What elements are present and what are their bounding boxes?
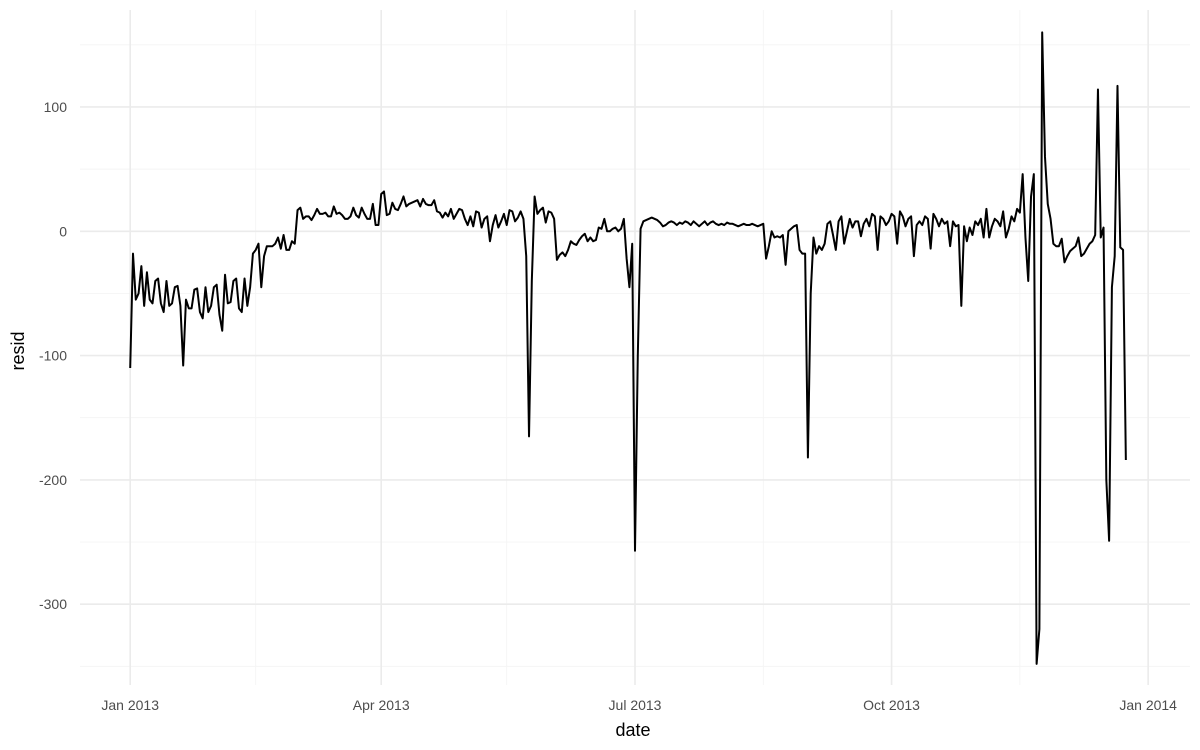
y-tick-label: -200 <box>39 472 67 488</box>
series-layer <box>129 31 1127 665</box>
y-tick-label: 100 <box>44 99 68 115</box>
x-tick-label: Jan 2013 <box>101 697 159 713</box>
x-tick-label: Apr 2013 <box>353 697 410 713</box>
y-tick-label: 0 <box>59 223 67 239</box>
x-tick-label: Oct 2013 <box>863 697 920 713</box>
y-axis-title: resid <box>8 331 28 370</box>
x-axis-title: date <box>615 720 650 740</box>
x-tick-label: Jan 2014 <box>1119 697 1177 713</box>
y-tick-label: -300 <box>39 596 67 612</box>
resid-series-line <box>129 31 1127 665</box>
y-tick-labels: 100 0 -100 -200 -300 <box>39 99 67 612</box>
x-tick-label: Jul 2013 <box>609 697 662 713</box>
x-tick-labels: Jan 2013 Apr 2013 Jul 2013 Oct 2013 Jan 2014 <box>101 697 1177 713</box>
y-tick-label: -100 <box>39 348 67 364</box>
